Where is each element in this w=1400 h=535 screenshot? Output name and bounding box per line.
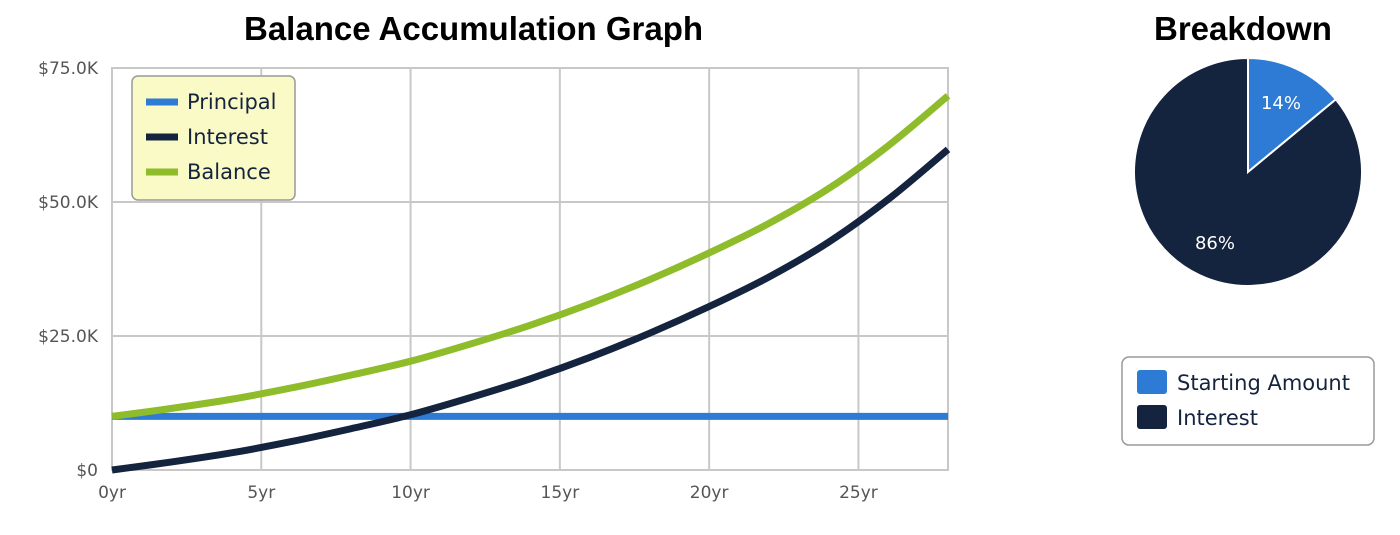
legend-item-interest[interactable]: Interest [187, 125, 268, 149]
series-line-balance [111, 93, 951, 420]
pie-legend[interactable]: Starting Amount Interest [1121, 356, 1375, 446]
pie-legend-box [1121, 356, 1375, 446]
pie-chart: 14% 86% [1133, 56, 1364, 287]
y-tick-label: $50.0K [38, 193, 99, 213]
pie-legend-item-starting-amount[interactable]: Starting Amount [1177, 371, 1350, 395]
x-tick-label: 15yr [541, 483, 580, 503]
x-tick-label: 5yr [247, 483, 275, 503]
x-tick-label: 20yr [690, 483, 729, 503]
legend-item-principal[interactable]: Principal [187, 90, 277, 114]
x-tick-label: 10yr [391, 483, 430, 503]
axis-tick-labels: $0 $25.0K $50.0K $75.0K 0yr 5yr 10yr 15yr 20yr 25… [38, 59, 878, 503]
pie-legend-swatch [1137, 405, 1167, 429]
series-line-interest [111, 146, 951, 474]
x-tick-label: 25yr [839, 483, 878, 503]
y-tick-label: $0 [76, 461, 98, 481]
pie-slice-label: 14% [1261, 93, 1301, 114]
pie-legend-swatch [1137, 370, 1167, 394]
legend-item-balance[interactable]: Balance [187, 160, 271, 184]
pie-slice-starting-amount [1247, 56, 1338, 175]
x-tick-label: 0yr [98, 483, 126, 503]
pie-chart-title: Breakdown [1154, 10, 1332, 47]
pie-slice-label: 86% [1195, 233, 1235, 254]
line-series [111, 93, 951, 474]
pie-slice-interest [1133, 56, 1364, 287]
pie-legend-item-interest[interactable]: Interest [1177, 406, 1258, 430]
line-chart-title: Balance Accumulation Graph [244, 10, 704, 47]
line-legend[interactable]: Principal Interest Balance [131, 75, 296, 201]
y-tick-label: $75.0K [38, 59, 99, 79]
y-tick-label: $25.0K [38, 327, 99, 347]
